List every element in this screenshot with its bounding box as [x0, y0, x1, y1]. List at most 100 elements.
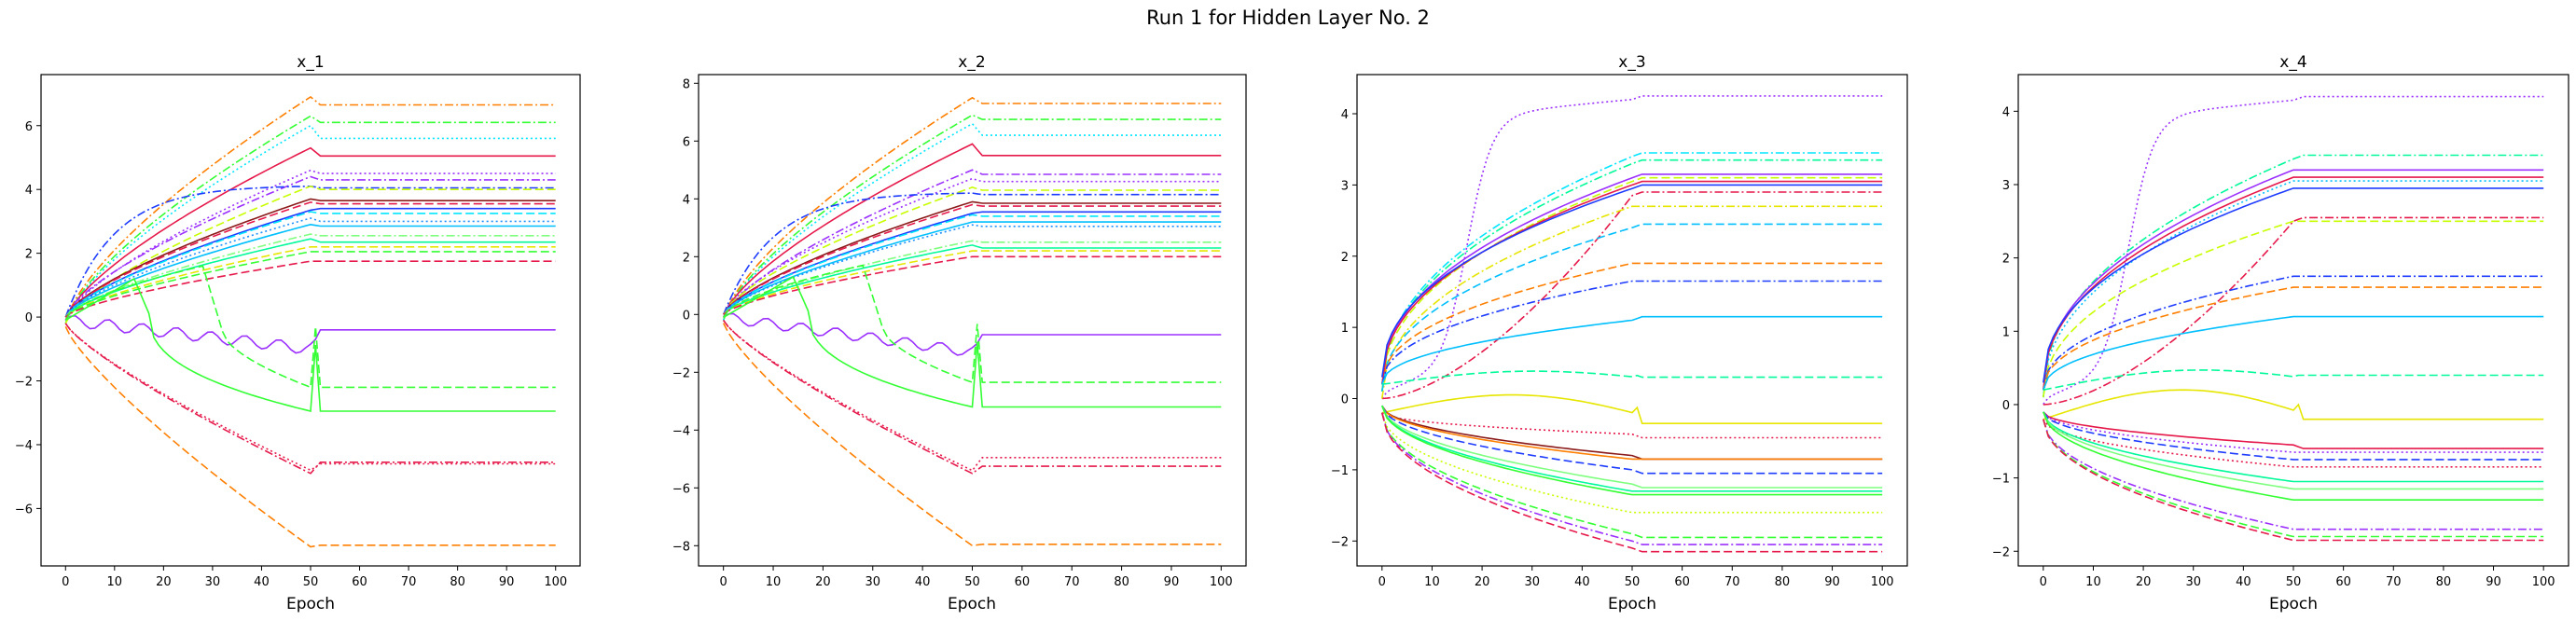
y-tick-label: 4 [2002, 105, 2010, 119]
x-tick-label: 20 [156, 575, 172, 589]
x-axis-label: Epoch [948, 595, 996, 613]
series-line-17 [2043, 419, 2544, 468]
x-tick-label: 60 [1674, 575, 1690, 589]
series-line-11 [64, 207, 556, 318]
series-line-5 [722, 169, 1222, 318]
series-line-8 [1381, 191, 1883, 400]
x-tick-label: 40 [1574, 575, 1590, 589]
x-tick-label: 100 [544, 575, 567, 589]
subplot-title: x_1 [297, 53, 324, 72]
y-tick-label: 4 [25, 184, 33, 198]
x-tick-label: 20 [815, 575, 831, 589]
series-line-19 [64, 260, 556, 318]
x-tick-label: 30 [205, 575, 221, 589]
x-tick-label: 50 [2286, 575, 2302, 589]
series-line-9 [2043, 275, 2544, 391]
subplot-x2: x_2 Epoch 0 10 20 30 40 50 60 70 80 90 100−8−6−4−2… [672, 53, 1247, 613]
series-line-20 [2043, 411, 2544, 502]
x-tick-label: 20 [1475, 575, 1490, 589]
series-line-16 [2043, 411, 2544, 461]
series-line-19 [2043, 411, 2544, 490]
series-line-2 [1381, 152, 1883, 392]
y-tick-label: 0 [2002, 399, 2010, 413]
series-line-16 [723, 244, 1222, 315]
y-tick-label: −2 [15, 376, 33, 390]
x-tick-label: 10 [107, 575, 123, 589]
y-tick-label: −2 [1331, 535, 1349, 549]
series-line-20 [64, 314, 556, 354]
series-line-23 [64, 323, 556, 475]
y-tick-label: 0 [25, 311, 33, 325]
series-line-21 [2043, 419, 2544, 530]
x-tick-label: 70 [1064, 575, 1080, 589]
x-tick-label: 10 [1424, 575, 1440, 589]
x-tick-label: 100 [2532, 575, 2555, 589]
series-line-18 [64, 251, 556, 318]
series-line-14 [64, 223, 556, 318]
x-tick-label: 40 [254, 575, 270, 589]
series-line-7 [2043, 216, 2544, 406]
series-group [2043, 95, 2544, 542]
series-line-13 [1381, 315, 1883, 385]
series-line-4 [64, 146, 556, 321]
series-line-20 [723, 264, 1222, 384]
plot-area [698, 74, 1247, 567]
x-tick-label: 70 [1724, 575, 1740, 589]
series-line-1 [722, 96, 1222, 321]
subplot-title: x_4 [2279, 53, 2306, 72]
series-line-21 [723, 275, 1222, 408]
series-line-10 [1381, 223, 1883, 393]
series-line-6 [2043, 187, 2544, 383]
series-line-23 [2043, 419, 2544, 542]
x-tick-label: 80 [450, 575, 465, 589]
series-line-12 [723, 214, 1222, 315]
series-group [722, 96, 1222, 547]
series-line-23 [723, 320, 1222, 475]
subplot-x3: x_3 Epoch 0 10 20 30 40 50 60 70 80 90 100 −2 −1 0 1 2 3… [1331, 53, 1908, 613]
x-tick-label: 0 [62, 575, 69, 589]
series-line-15 [723, 240, 1222, 315]
y-tick-label: 4 [683, 193, 690, 207]
y-tick-label: 3 [1341, 179, 1349, 193]
x-tick-label: 100 [1871, 575, 1894, 589]
series-line-9 [64, 198, 556, 318]
y-tick-label: −1 [1331, 464, 1349, 478]
x-tick-label: 90 [1824, 575, 1840, 589]
x-tick-label: 70 [2386, 575, 2402, 589]
series-line-20 [1381, 405, 1883, 489]
series-line-9 [1381, 205, 1883, 399]
y-tick-label: −2 [1992, 545, 2010, 559]
series-line-5 [64, 169, 556, 321]
series-line-12 [64, 211, 556, 318]
x-tick-label: 100 [1210, 575, 1233, 589]
series-line-24 [1381, 412, 1883, 539]
series-line-19 [723, 312, 1222, 356]
series-line-2 [2043, 154, 2544, 398]
x-tick-label: 60 [1015, 575, 1031, 589]
series-line-22 [1381, 405, 1883, 496]
series-line-11 [1381, 262, 1883, 385]
x-tick-label: 50 [1625, 575, 1641, 589]
series-line-21 [64, 265, 556, 389]
subplot-title: x_3 [1618, 53, 1645, 72]
series-line-7 [1381, 184, 1883, 378]
y-tick-label: 2 [1341, 251, 1349, 265]
series-line-3 [1381, 158, 1883, 393]
subplot-title: x_2 [958, 53, 985, 72]
series-line-19 [1381, 405, 1883, 475]
series-line-13 [64, 217, 556, 318]
series-line-13 [2043, 389, 2544, 420]
y-tick-label: 1 [1341, 322, 1349, 336]
y-tick-label: −8 [672, 540, 690, 554]
x-tick-label: 60 [2335, 575, 2351, 589]
series-line-1 [1381, 95, 1883, 399]
y-tick-label: −4 [672, 424, 690, 438]
y-tick-label: −6 [15, 503, 33, 517]
y-tick-label: 0 [1341, 393, 1349, 407]
series-group [1381, 95, 1883, 553]
figure-title: Run 1 for Hidden Layer No. 2 [1146, 7, 1430, 29]
x-tick-label: 20 [2136, 575, 2152, 589]
series-line-25 [64, 325, 556, 548]
x-tick-label: 50 [303, 575, 319, 589]
x-tick-label: 50 [964, 575, 980, 589]
